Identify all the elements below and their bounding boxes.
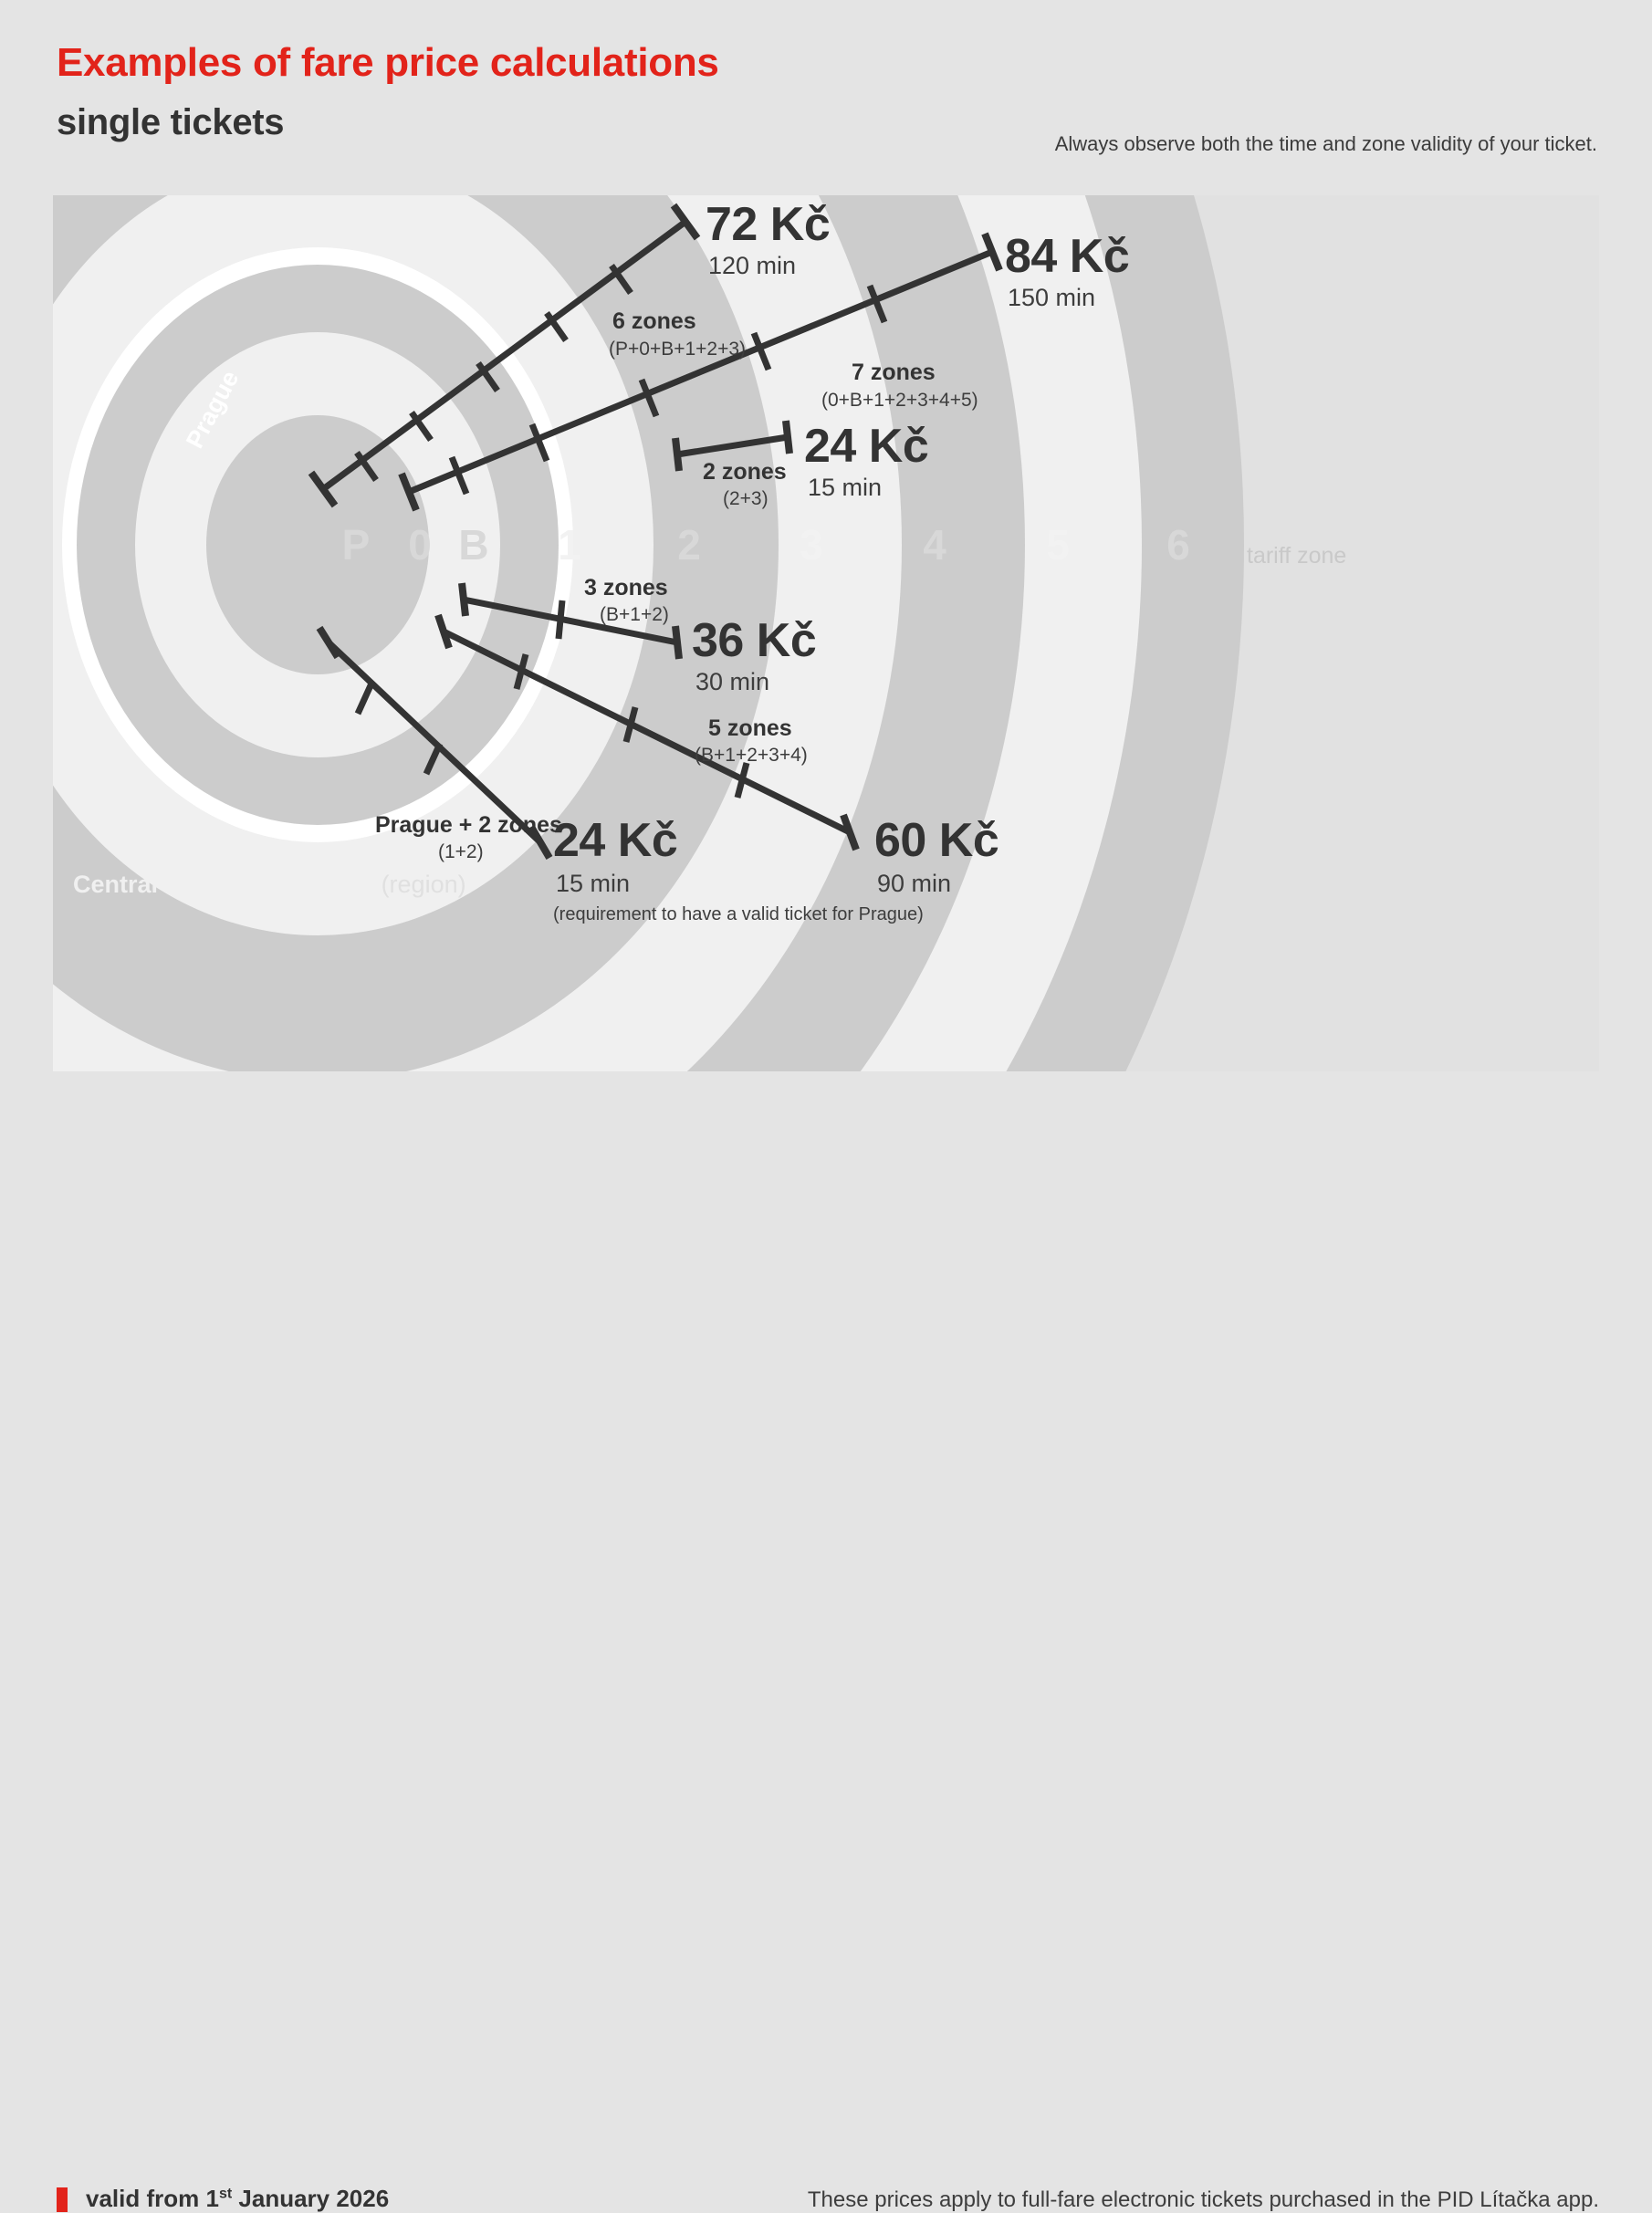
time-30-min: 30 min (695, 668, 770, 695)
zone-label-6: 6 (1166, 521, 1190, 569)
time-90-min: 90 min (877, 870, 952, 897)
valid-from-suffix: January 2026 (232, 2185, 390, 2212)
zones-7-detail: (0+B+1+2+3+4+5) (821, 390, 978, 411)
measurement-bars (308, 203, 1003, 861)
zones-3: 3 zones (584, 575, 668, 600)
price-72: 72 Kč (706, 198, 831, 251)
zone-label-0: 0 (408, 521, 432, 569)
note-prague-ticket-required: (requirement to have a valid ticket for … (553, 904, 924, 924)
zone-label-4: 4 (923, 521, 946, 569)
bar-prague-2-zones (316, 625, 553, 861)
zones-2-detail: (2+3) (723, 488, 768, 509)
bar-2-zones (672, 420, 793, 472)
zone-label-3: 3 (800, 521, 823, 569)
price-36: 36 Kč (692, 614, 817, 667)
valid-from-prefix: valid from 1 (86, 2185, 219, 2212)
price-84: 84 Kč (1005, 230, 1130, 283)
header-note: Always observe both the time and zone va… (1054, 132, 1597, 155)
zone-label-1: 1 (558, 521, 581, 569)
zone-label-P: P (341, 521, 371, 569)
bar-3-zones (458, 582, 683, 660)
region-area-label: Central Bohemian Region (region) (73, 871, 466, 899)
zone-label-2: 2 (677, 521, 701, 569)
zones-7: 7 zones (852, 360, 936, 385)
red-bar-marker-icon (57, 2187, 68, 2212)
footer-note: These prices apply to full-fare electron… (807, 2187, 1599, 2212)
tariff-zone-caption: tariff zone (1247, 543, 1347, 569)
price-60: 60 Kč (874, 814, 999, 867)
time-15-min-bottom: 15 min (556, 870, 631, 897)
time-120-min: 120 min (708, 252, 797, 279)
zones-6: 6 zones (612, 308, 696, 334)
price-24-top: 24 Kč (804, 420, 929, 473)
bar-6-zones (308, 203, 701, 508)
footer: valid from 1st January 2026 These prices… (0, 1086, 1652, 2212)
fare-zone-diagram: P 0 B 1 2 3 4 5 6 tariff zone Prague Cen… (53, 195, 1599, 1071)
time-15-min-top: 15 min (808, 474, 883, 501)
region-area-label-paren: (region) (381, 871, 466, 898)
bar-5-zones (434, 613, 860, 851)
price-24-bottom: 24 Kč (553, 814, 678, 867)
zone-label-5: 5 (1046, 521, 1070, 569)
zones-5: 5 zones (708, 715, 792, 741)
bar-7-zones (398, 232, 1003, 512)
zones-prague-2-detail: (1+2) (438, 841, 484, 862)
valid-from-ordinal: st (218, 2186, 233, 2202)
valid-from-text: valid from 1st January 2026 (86, 2185, 389, 2213)
zones-3-detail: (B+1+2) (600, 604, 669, 625)
page-title: Examples of fare price calculations (57, 40, 719, 85)
zones-5-detail: (B+1+2+3+4) (695, 745, 808, 766)
header: Examples of fare price calculations sing… (0, 0, 1652, 173)
zones-prague-2: Prague + 2 zones (375, 812, 562, 838)
time-150-min: 150 min (1008, 284, 1096, 311)
page-subtitle: single tickets (57, 102, 285, 142)
zone-label-B: B (458, 521, 489, 569)
zones-2: 2 zones (703, 459, 787, 485)
region-area-label-bold: Central Bohemian Region (73, 871, 375, 898)
zones-6-detail: (P+0+B+1+2+3) (609, 339, 747, 360)
